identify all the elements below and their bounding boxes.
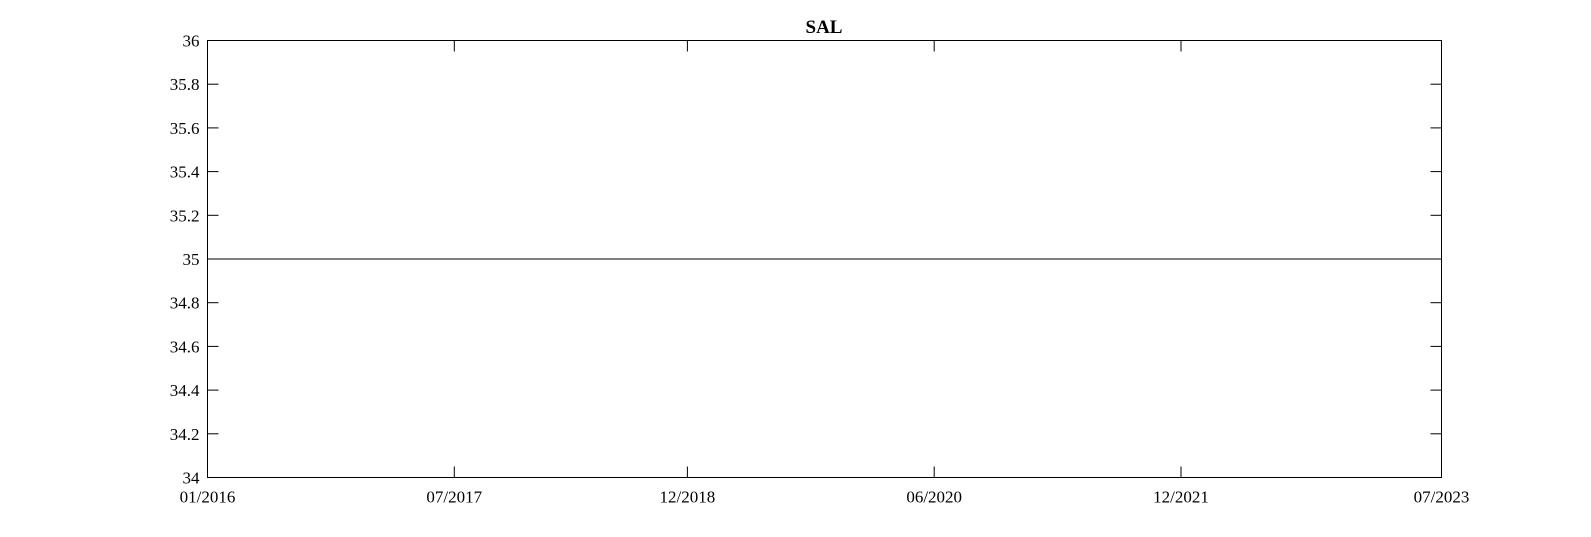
y-tick-label: 35.2 (170, 206, 200, 225)
x-tick-label: 07/2017 (426, 488, 482, 507)
y-tick-label: 35.8 (170, 75, 200, 94)
y-tick-label: 34.8 (170, 294, 200, 313)
x-tick-label: 06/2020 (906, 488, 962, 507)
y-tick-label: 34.6 (170, 337, 200, 356)
y-axis: 34 34.2 34.4 34.6 34.8 35 35.2 35.4 35.6 35.8 36 (170, 32, 1442, 488)
y-tick-label: 35 (183, 250, 200, 269)
x-tick-label: 12/2021 (1153, 488, 1209, 507)
y-tick-label: 34.4 (170, 381, 200, 400)
chart-title: SAL (806, 17, 843, 38)
x-tick-label: 12/2018 (660, 488, 716, 507)
y-tick-label: 35.4 (170, 163, 200, 182)
y-tick-label: 34 (183, 469, 201, 488)
plot-frame (207, 40, 1442, 478)
x-axis: 01/2016 07/2017 12/2018 06/2020 12/2021 07/20… (180, 40, 1470, 507)
x-tick-label: 01/2016 (180, 488, 236, 507)
y-tick-label: 36 (183, 32, 200, 51)
y-tick-label: 34.2 (170, 425, 200, 444)
y-tick-label: 35.6 (170, 119, 200, 138)
x-tick-label: 07/2023 (1414, 488, 1470, 507)
